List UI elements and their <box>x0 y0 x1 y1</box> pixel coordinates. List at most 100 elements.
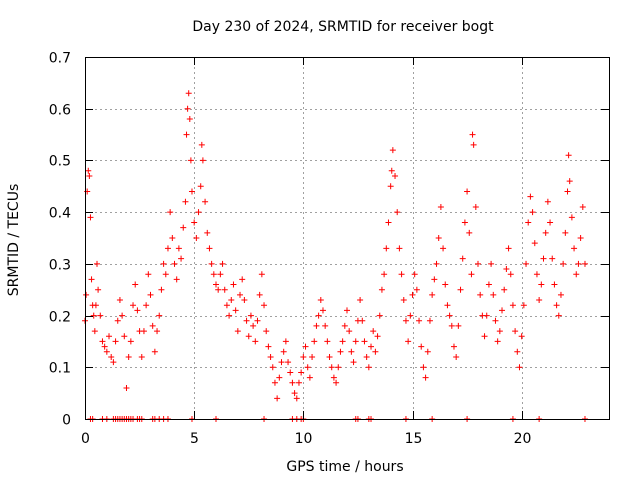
data-point <box>446 312 453 319</box>
data-point <box>413 286 420 293</box>
data-points <box>82 90 588 422</box>
data-point <box>514 348 521 355</box>
data-point <box>538 281 545 288</box>
data-point <box>151 348 158 355</box>
data-point <box>140 328 147 335</box>
data-point <box>553 302 560 309</box>
data-point <box>106 333 113 340</box>
data-point <box>389 147 396 154</box>
data-point <box>555 312 562 319</box>
data-point <box>335 364 342 371</box>
data-point <box>400 297 407 304</box>
data-point <box>287 369 294 376</box>
data-point <box>138 353 145 360</box>
data-point <box>187 157 194 164</box>
data-point <box>387 183 394 190</box>
data-point <box>394 209 401 216</box>
data-point <box>226 312 233 319</box>
data-point <box>108 353 115 360</box>
data-point <box>330 374 337 381</box>
data-point <box>90 312 97 319</box>
data-point <box>245 333 252 340</box>
data-point <box>557 291 564 298</box>
data-point <box>509 302 516 309</box>
data-point <box>527 193 534 200</box>
data-point <box>94 260 101 267</box>
data-point <box>518 333 525 340</box>
data-point <box>326 353 333 360</box>
data-point <box>579 203 586 210</box>
data-point <box>549 255 556 262</box>
data-point <box>381 271 388 278</box>
data-point <box>95 286 102 293</box>
plot-frame <box>85 57 610 420</box>
data-point <box>426 317 433 324</box>
data-point <box>147 291 154 298</box>
data-point <box>86 172 93 179</box>
data-point <box>444 302 451 309</box>
data-point <box>206 245 213 252</box>
data-point <box>348 348 355 355</box>
data-point <box>123 384 130 391</box>
data-point <box>488 260 495 267</box>
data-point <box>520 302 527 309</box>
data-point <box>577 235 584 241</box>
data-point <box>175 245 182 252</box>
data-point <box>217 271 224 278</box>
data-point <box>293 395 300 402</box>
data-point <box>431 276 438 283</box>
data-point <box>459 255 466 262</box>
data-point <box>405 338 412 345</box>
data-point <box>83 291 90 298</box>
data-point <box>494 338 501 345</box>
x-tick-label: 10 <box>295 431 313 447</box>
data-point <box>232 307 239 314</box>
data-point <box>346 328 353 335</box>
data-point <box>319 307 326 314</box>
data-point <box>213 281 219 288</box>
data-point <box>154 328 161 335</box>
data-point <box>271 379 278 386</box>
data-point <box>317 297 324 304</box>
data-point <box>378 286 385 293</box>
data-point <box>324 338 331 345</box>
data-point <box>531 240 538 247</box>
data-point <box>101 343 108 350</box>
data-point <box>185 90 192 97</box>
data-point <box>581 260 588 267</box>
data-point <box>311 338 318 345</box>
data-point <box>464 188 471 195</box>
data-point <box>92 302 99 309</box>
data-point <box>450 343 457 350</box>
y-tick-label: 0.6 <box>49 103 71 119</box>
data-point <box>407 312 414 319</box>
data-point <box>199 157 206 164</box>
data-point <box>562 229 569 236</box>
data-point <box>481 333 488 340</box>
data-point <box>437 203 444 210</box>
data-point <box>350 359 357 366</box>
data-point <box>234 328 241 335</box>
data-point <box>418 343 425 350</box>
data-point <box>114 317 121 324</box>
y-tick-label: 0.4 <box>49 206 71 222</box>
data-point <box>291 390 298 397</box>
data-point <box>103 348 110 355</box>
data-point <box>197 183 204 190</box>
data-point <box>547 219 554 226</box>
data-point <box>162 271 169 278</box>
data-point <box>322 322 329 329</box>
data-point <box>525 219 532 226</box>
axis-ticks <box>85 57 609 420</box>
data-point <box>261 302 268 309</box>
data-point <box>289 379 296 386</box>
data-point <box>193 235 200 241</box>
data-point <box>202 198 209 205</box>
data-point <box>361 338 368 345</box>
y-axis-label: SRMTID / TECUs <box>6 184 22 297</box>
data-point <box>544 198 551 205</box>
y-tick-labels: 0 0.1 0.2 0.3 0.4 0.5 0.6 0.7 <box>49 51 71 429</box>
x-axis-label: GPS time / hours <box>286 459 403 475</box>
